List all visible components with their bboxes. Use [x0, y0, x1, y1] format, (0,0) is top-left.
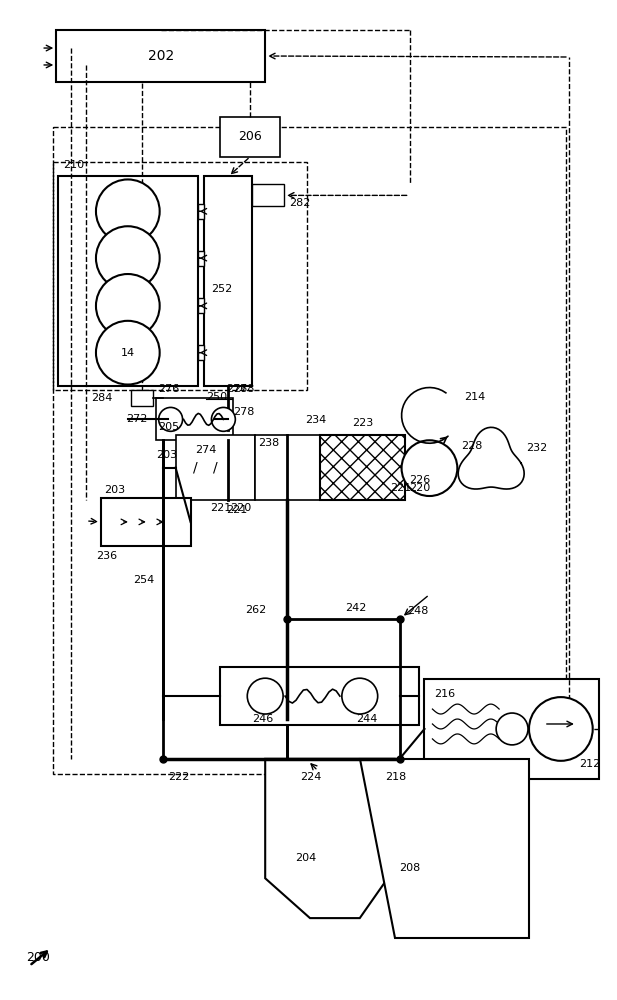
Text: 221: 221 [210, 503, 232, 513]
Bar [424, 679, 598, 779]
Text: 221: 221 [389, 483, 411, 493]
Text: 282: 282 [289, 198, 310, 208]
Bar [58, 176, 197, 386]
Bar [220, 117, 280, 157]
Text: 203: 203 [104, 485, 125, 495]
Text: 220: 220 [230, 503, 252, 513]
Text: 221: 221 [226, 505, 247, 515]
Bar [197, 204, 204, 219]
Text: 236: 236 [96, 551, 117, 561]
Circle shape [96, 226, 160, 290]
Bar [101, 498, 191, 546]
Bar [320, 435, 405, 500]
Text: 223: 223 [352, 418, 373, 428]
Bar [176, 435, 255, 500]
Bar [53, 127, 566, 774]
Text: 222: 222 [168, 772, 189, 782]
Text: 250: 250 [207, 392, 228, 402]
Text: /: / [213, 461, 218, 475]
Text: 278: 278 [233, 407, 255, 417]
Circle shape [96, 321, 160, 385]
Text: 276: 276 [226, 384, 247, 394]
Bar [197, 251, 204, 266]
Circle shape [342, 678, 378, 714]
Circle shape [402, 440, 457, 496]
Text: 244: 244 [356, 714, 377, 724]
Text: 226: 226 [410, 475, 431, 485]
Text: 238: 238 [259, 438, 280, 448]
Text: 284: 284 [91, 393, 112, 403]
Text: 216: 216 [434, 689, 455, 699]
Polygon shape [265, 759, 395, 918]
Bar [155, 398, 233, 440]
Bar [197, 298, 204, 313]
Circle shape [496, 713, 528, 745]
Bar [56, 30, 265, 82]
Text: 272: 272 [126, 414, 147, 424]
Text: 212: 212 [579, 759, 600, 769]
Bar [197, 345, 204, 360]
Bar [255, 435, 320, 500]
Text: 203: 203 [155, 450, 177, 460]
Text: 206: 206 [238, 130, 262, 143]
Text: 14: 14 [121, 348, 135, 358]
Circle shape [212, 407, 235, 431]
Text: 202: 202 [147, 49, 174, 63]
Text: 205: 205 [158, 422, 179, 432]
Circle shape [96, 179, 160, 243]
Text: 276: 276 [158, 384, 179, 394]
Circle shape [529, 697, 593, 761]
Text: 200: 200 [27, 951, 50, 964]
Polygon shape [360, 759, 529, 938]
Text: 228: 228 [462, 441, 482, 451]
Text: 278: 278 [233, 384, 255, 394]
Text: 232: 232 [526, 443, 547, 453]
Text: 246: 246 [252, 714, 273, 724]
Text: 204: 204 [295, 853, 317, 863]
Bar [204, 176, 252, 386]
Bar [131, 390, 152, 406]
Circle shape [247, 678, 283, 714]
Text: 208: 208 [400, 863, 421, 873]
Bar [405, 462, 433, 474]
Text: 224: 224 [300, 772, 321, 782]
Text: /: / [193, 461, 198, 475]
Text: 214: 214 [465, 392, 486, 402]
Text: 210: 210 [63, 160, 85, 170]
Circle shape [96, 274, 160, 338]
Text: 234: 234 [305, 415, 326, 425]
Text: 248: 248 [408, 606, 429, 616]
Bar [252, 184, 284, 206]
Text: 274: 274 [196, 445, 217, 455]
Bar [220, 667, 420, 725]
Text: 218: 218 [384, 772, 406, 782]
Circle shape [159, 407, 183, 431]
Text: 220: 220 [410, 483, 431, 493]
Text: 254: 254 [133, 575, 154, 585]
Bar [53, 162, 307, 390]
Text: 242: 242 [345, 603, 366, 613]
Text: 252: 252 [212, 284, 233, 294]
Text: 262: 262 [246, 605, 267, 615]
